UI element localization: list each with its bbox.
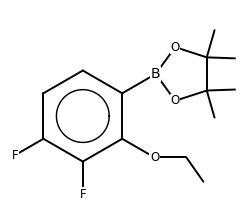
- Text: O: O: [170, 94, 180, 107]
- Text: B: B: [151, 67, 160, 81]
- Text: F: F: [12, 149, 18, 162]
- Text: O: O: [150, 151, 159, 164]
- Text: F: F: [80, 188, 86, 201]
- Text: O: O: [170, 41, 180, 54]
